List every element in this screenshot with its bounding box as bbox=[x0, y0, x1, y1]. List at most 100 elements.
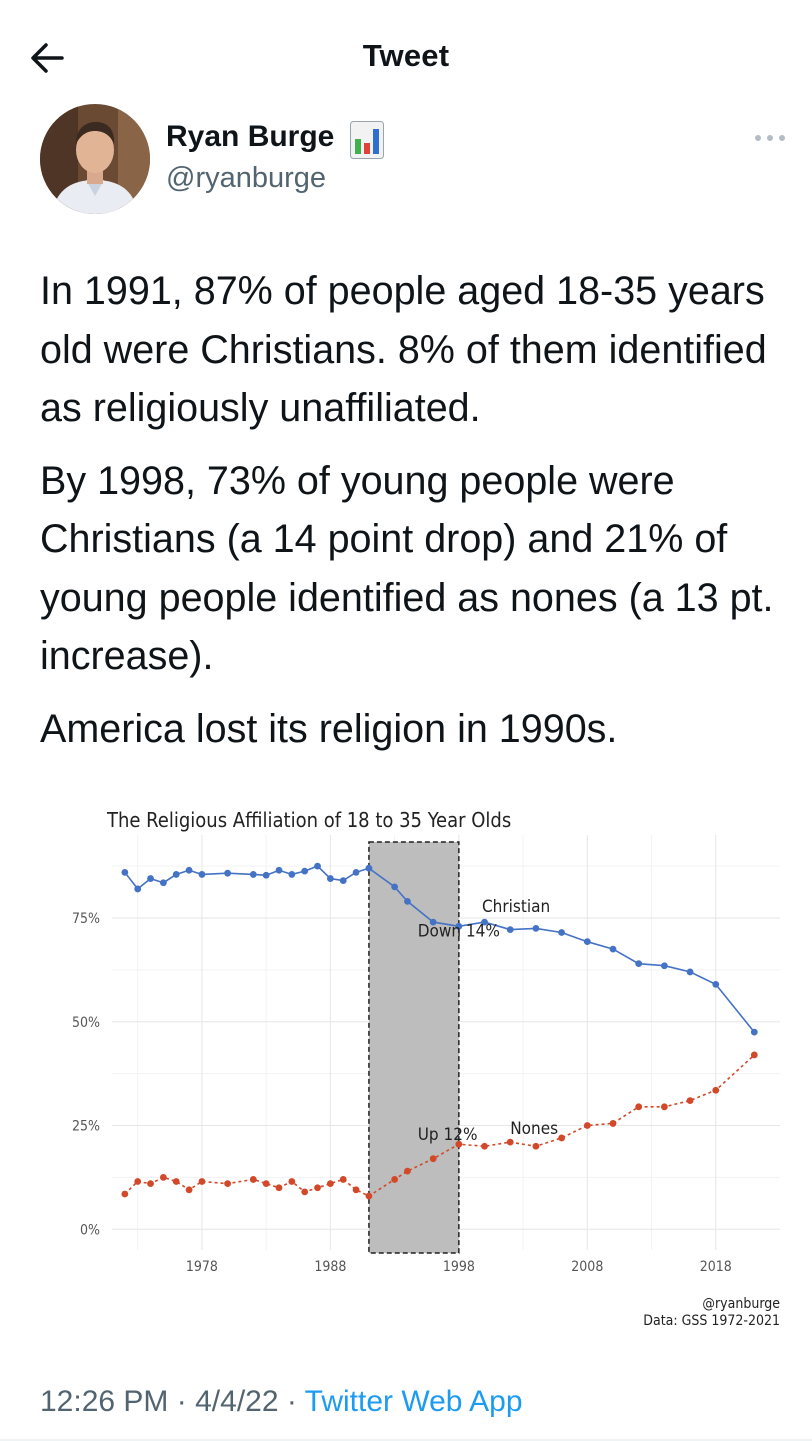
data-point bbox=[686, 1097, 694, 1104]
meta-separator: · bbox=[286, 1385, 297, 1418]
highlight-band bbox=[368, 841, 460, 1254]
y-tick-label: 25% bbox=[72, 1119, 100, 1135]
data-point bbox=[404, 1167, 411, 1175]
tweet-date: 4/4/22 bbox=[195, 1385, 279, 1418]
data-point bbox=[532, 924, 540, 932]
data-point bbox=[249, 871, 257, 878]
data-point bbox=[558, 1134, 566, 1142]
x-tick-label: 1978 bbox=[186, 1259, 218, 1275]
data-point bbox=[660, 962, 668, 970]
chart-annotation: Up 12% bbox=[418, 1125, 478, 1145]
data-point bbox=[455, 1140, 463, 1148]
data-point bbox=[147, 875, 154, 882]
data-point bbox=[481, 1142, 488, 1150]
tweet-paragraph: America lost its religion in 1990s. bbox=[40, 706, 618, 751]
data-point bbox=[532, 1142, 540, 1150]
data-point bbox=[506, 926, 514, 934]
data-point bbox=[455, 922, 463, 930]
data-point bbox=[301, 1188, 309, 1196]
data-point bbox=[314, 862, 321, 870]
data-point bbox=[134, 1178, 142, 1185]
data-point bbox=[121, 868, 129, 876]
data-point bbox=[288, 1178, 296, 1185]
data-point bbox=[172, 1178, 180, 1185]
tweet-image-chart[interactable]: 0% 25% 50% 75% 1978 1988 1998 2008 2018 Christian… bbox=[40, 790, 800, 1340]
meta-separator: · bbox=[176, 1385, 187, 1418]
data-point bbox=[352, 1186, 360, 1194]
chart-caption: Data: GSS 1972-2021 bbox=[643, 1313, 780, 1329]
data-point bbox=[262, 871, 270, 879]
data-point bbox=[365, 1192, 373, 1200]
data-point bbox=[224, 1180, 232, 1187]
data-point bbox=[185, 1186, 193, 1194]
data-point bbox=[365, 864, 373, 872]
data-point bbox=[635, 1103, 643, 1111]
data-point bbox=[391, 883, 399, 891]
tweet-source-link[interactable]: Twitter Web App bbox=[304, 1385, 523, 1418]
data-point bbox=[429, 918, 437, 926]
data-point bbox=[224, 869, 232, 877]
data-point bbox=[172, 871, 180, 878]
data-point bbox=[159, 879, 167, 887]
tweet-body: In 1991, 87% of people aged 18-35 years … bbox=[40, 262, 800, 772]
x-tick-label: 1998 bbox=[443, 1259, 475, 1275]
data-point bbox=[147, 1180, 154, 1187]
data-point bbox=[750, 1028, 758, 1036]
data-point bbox=[583, 1122, 591, 1129]
tweet-paragraph: In 1991, 87% of people aged 18-35 years … bbox=[40, 269, 767, 430]
data-point bbox=[750, 1051, 758, 1059]
data-point bbox=[159, 1173, 167, 1181]
chart-svg: 0% 25% 50% 75% 1978 1988 1998 2008 2018 Christian… bbox=[72, 808, 780, 1329]
back-arrow-icon[interactable] bbox=[26, 38, 74, 78]
top-bar: Tweet bbox=[0, 0, 812, 118]
data-point bbox=[288, 871, 296, 878]
data-point bbox=[660, 1103, 668, 1111]
more-horizontal-icon[interactable] bbox=[752, 128, 788, 148]
bar-chart-emoji-icon bbox=[350, 121, 384, 159]
chart-caption: @ryanburge bbox=[702, 1296, 780, 1312]
data-point bbox=[121, 1190, 129, 1198]
x-tick-label: 1988 bbox=[314, 1259, 346, 1275]
x-tick-label: 2008 bbox=[571, 1259, 603, 1275]
data-point bbox=[635, 960, 643, 968]
data-point bbox=[314, 1184, 321, 1192]
data-point bbox=[481, 918, 488, 926]
data-point bbox=[198, 1178, 206, 1185]
data-point bbox=[326, 875, 334, 882]
author-name[interactable]: Ryan Burge bbox=[166, 120, 335, 153]
chart-title: The Religious Affiliation of 18 to 35 Ye… bbox=[106, 808, 511, 832]
data-point bbox=[275, 1184, 283, 1192]
data-point bbox=[609, 1120, 617, 1127]
series-line bbox=[124, 1054, 755, 1198]
data-point bbox=[404, 898, 411, 905]
data-point bbox=[712, 981, 720, 988]
x-tick-label: 2018 bbox=[700, 1259, 732, 1275]
data-point bbox=[339, 877, 347, 885]
y-tick-label: 75% bbox=[72, 911, 100, 927]
data-point bbox=[583, 938, 591, 946]
data-point bbox=[609, 945, 617, 953]
chart-annotation: Nones bbox=[510, 1119, 558, 1139]
avatar[interactable] bbox=[40, 104, 150, 214]
tweet-paragraph: By 1998, 73% of young people were Christ… bbox=[40, 458, 774, 679]
data-point bbox=[391, 1176, 399, 1183]
data-point bbox=[326, 1180, 334, 1187]
data-point bbox=[506, 1138, 514, 1146]
data-point bbox=[686, 968, 694, 976]
page-title: Tweet bbox=[362, 38, 450, 73]
data-point bbox=[712, 1086, 720, 1094]
data-point bbox=[249, 1176, 257, 1183]
author-handle[interactable]: @ryanburge bbox=[166, 162, 327, 194]
data-point bbox=[352, 868, 360, 876]
chart-annotation: Christian bbox=[482, 897, 550, 917]
data-point bbox=[134, 885, 142, 893]
tweet-meta: 12:26 PM · 4/4/22 · Twitter Web App bbox=[40, 1385, 523, 1419]
data-point bbox=[275, 866, 283, 874]
divider bbox=[0, 1439, 812, 1441]
chart-annotation: Down 14% bbox=[418, 922, 500, 942]
data-point bbox=[185, 866, 193, 874]
data-point bbox=[198, 871, 206, 878]
y-tick-label: 0% bbox=[80, 1222, 100, 1238]
data-point bbox=[301, 867, 309, 875]
tweet-time: 12:26 PM bbox=[40, 1385, 169, 1418]
